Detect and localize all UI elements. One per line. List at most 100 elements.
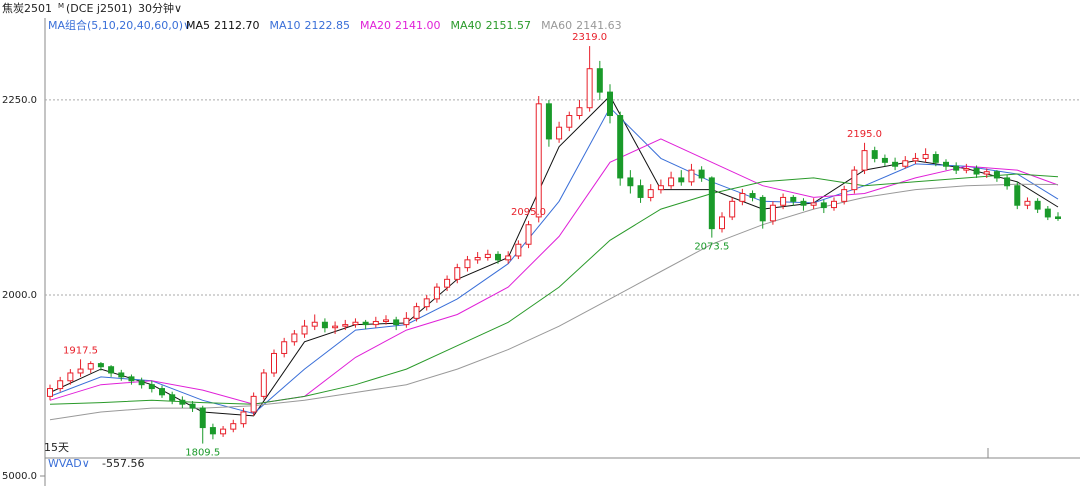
candle-body	[912, 157, 919, 162]
candle-body	[495, 253, 501, 261]
legend-name: MA40	[451, 19, 482, 32]
candle-body	[250, 395, 257, 413]
legend-name: MA10	[270, 19, 301, 32]
candle-body	[851, 169, 858, 191]
candle-body	[831, 200, 837, 209]
candle-body	[271, 352, 277, 374]
candle-body	[545, 103, 552, 140]
candle-body	[332, 325, 339, 329]
candle-body	[199, 407, 206, 429]
candle-body	[800, 200, 807, 206]
candle-body	[423, 298, 430, 308]
candle-body	[342, 324, 349, 327]
extreme-label: 2095.0	[511, 207, 546, 218]
candle-body	[220, 428, 227, 435]
candle-body	[403, 317, 410, 326]
indicator-tick-label: 5000.0	[2, 471, 37, 482]
candle-body	[505, 255, 512, 261]
candle-body	[189, 403, 196, 409]
candle-body	[902, 160, 909, 167]
candle-body	[922, 154, 929, 159]
candle-body	[576, 107, 583, 117]
candle-body	[596, 68, 603, 93]
extreme-label: 2195.0	[847, 129, 882, 140]
candle-body	[1004, 177, 1011, 187]
candle-body	[769, 204, 776, 222]
indicator-value: -557.56	[102, 457, 144, 470]
candle-body	[627, 177, 634, 187]
candle-body	[108, 366, 115, 374]
candle-body	[97, 363, 104, 368]
candle-body	[881, 157, 888, 163]
candle-body	[474, 257, 481, 261]
candle-body	[372, 320, 379, 326]
symbol: 焦炭2501	[2, 2, 52, 15]
ma-line	[49, 173, 1059, 405]
candle-body	[484, 253, 491, 259]
period[interactable]: 30分钟∨	[138, 1, 182, 15]
candle-body	[749, 193, 756, 198]
candle-body	[77, 368, 84, 374]
ma-group[interactable]: MA组合(5,10,20,40,60,0)∨	[48, 18, 191, 32]
candle-body	[617, 115, 624, 179]
candle-body	[1014, 185, 1021, 206]
legend-value: 2151.57	[486, 19, 532, 32]
candle-body	[260, 372, 267, 397]
legend-name: MA20	[360, 19, 391, 32]
candle-body	[586, 68, 593, 109]
candle-body	[128, 376, 135, 382]
y-tick-label: 2250.0	[2, 95, 37, 106]
y-tick-label: 2000.0	[2, 290, 37, 301]
candle-body	[983, 171, 990, 175]
symbol-code: (DCE j2501)	[66, 2, 132, 15]
ma-line	[49, 95, 1059, 417]
candle-body	[57, 380, 64, 390]
candle-body	[759, 196, 766, 222]
candle-body	[668, 177, 675, 187]
candle-body	[413, 306, 420, 319]
candle-body	[647, 189, 654, 198]
candle-body	[943, 161, 949, 167]
span-label: 15天	[44, 441, 69, 454]
candle-body	[47, 388, 53, 397]
candle-body	[963, 168, 970, 171]
candle-body	[433, 286, 440, 300]
candle-body	[515, 243, 522, 257]
extreme-label: 2073.5	[694, 242, 729, 253]
candle-body	[861, 150, 868, 171]
extreme-label: 1809.5	[185, 448, 220, 459]
ma-line	[49, 183, 1059, 421]
candle-body	[321, 321, 328, 329]
candle-body	[1055, 216, 1061, 219]
candle-body	[719, 216, 725, 230]
candle-body	[932, 154, 939, 163]
candle-body	[118, 372, 125, 378]
candle-body	[393, 319, 400, 326]
candle-body	[729, 200, 736, 218]
candle-body	[657, 185, 664, 191]
candle-body	[148, 384, 155, 390]
candle-body	[169, 394, 176, 401]
candle-body	[179, 399, 186, 405]
candle-body	[1044, 208, 1051, 218]
candle-body	[556, 126, 563, 140]
candle-body	[993, 171, 1000, 179]
candle-body	[281, 341, 288, 354]
candle-body	[708, 177, 715, 230]
legend-name: MA5	[186, 19, 210, 32]
candle-body	[678, 177, 685, 183]
candle-body	[240, 411, 247, 425]
candle-body	[698, 169, 705, 179]
candle-body	[607, 91, 613, 117]
candle-body	[1034, 200, 1041, 210]
candle-body	[841, 189, 848, 202]
candle-body	[209, 427, 216, 435]
candle-body	[444, 278, 451, 288]
indicator-name[interactable]: WVAD∨	[48, 457, 90, 470]
candle-body	[159, 388, 165, 396]
candle-body	[1024, 200, 1031, 206]
candle-body	[383, 319, 389, 322]
legend-value: 2141.00	[395, 19, 441, 32]
candle-body	[953, 165, 960, 171]
legend-value: 2112.70	[214, 19, 260, 32]
